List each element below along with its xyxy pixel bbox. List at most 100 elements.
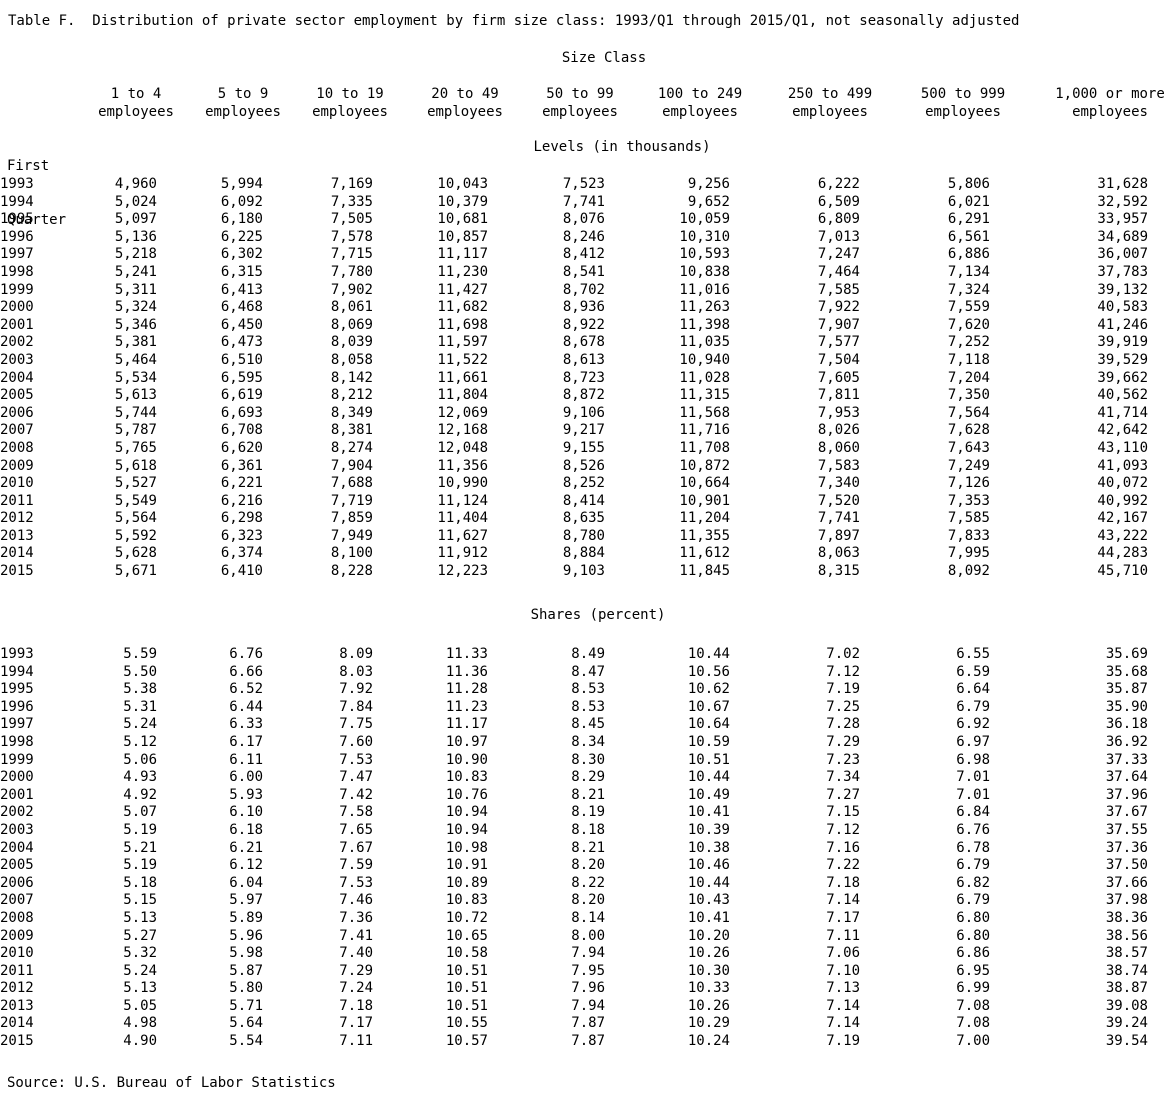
value-cell: 37.66 [1105, 874, 1148, 891]
value-cell: 10.51 [687, 751, 730, 768]
value-cell: 38.57 [1105, 945, 1148, 962]
value-cell: 8.18 [571, 821, 605, 838]
value-cell: 7.84 [339, 698, 373, 715]
value-cell: 11,355 [679, 527, 730, 544]
value-cell: 6,216 [220, 492, 263, 509]
size-range-label: 1 to 4 [110, 86, 162, 102]
value-cell: 7.18 [826, 874, 860, 891]
value-cell: 8,936 [562, 299, 605, 316]
source-note: Source: U.S. Bureau of Labor Statistics [7, 1075, 336, 1091]
year-cell: 2013 [0, 527, 34, 544]
value-cell: 10.94 [445, 821, 488, 838]
value-cell: 6,561 [947, 228, 990, 245]
value-cell: 5.64 [229, 1015, 263, 1032]
value-cell: 7.94 [571, 997, 605, 1014]
value-cell: 45,710 [1097, 563, 1148, 580]
value-cell: 10.24 [687, 1033, 730, 1050]
value-cell: 7,922 [817, 299, 860, 316]
value-cell: 8,541 [562, 263, 605, 280]
value-cell: 10.56 [687, 663, 730, 680]
first-label: First [7, 158, 50, 174]
value-cell: 10.41 [687, 909, 730, 926]
value-cell: 6,595 [220, 369, 263, 386]
value-cell: 4,960 [114, 176, 157, 192]
value-cell: 8.34 [571, 733, 605, 750]
value-cell: 10.97 [445, 733, 488, 750]
value-cell: 8,922 [562, 316, 605, 333]
levels-section-label: Levels (in thousands) [533, 139, 711, 155]
value-cell: 10.58 [445, 945, 488, 962]
value-cell: 5,136 [114, 228, 157, 245]
value-cell: 10.94 [445, 804, 488, 821]
value-cell: 10,872 [679, 457, 730, 474]
value-cell: 10.26 [687, 997, 730, 1014]
value-cell: 7,350 [947, 387, 990, 404]
value-cell: 7,995 [947, 545, 990, 562]
table-row: 1994 5.50 6.66 8.03 11.36 8.47 10.56 7.12 6.59 35… [0, 664, 1148, 682]
year-cell: 2005 [0, 387, 34, 404]
value-cell: 10,379 [437, 193, 488, 210]
table-row: 2008 5.13 5.89 7.36 10.72 8.14 10.41 7.17 6.80 38… [0, 910, 1148, 928]
table-row: 2007 5.15 5.97 7.46 10.83 8.20 10.43 7.14 6.79 37… [0, 892, 1148, 910]
year-cell: 2015 [0, 1033, 34, 1050]
value-cell: 5.98 [229, 945, 263, 962]
value-cell: 8,274 [330, 439, 373, 456]
value-cell: 10.46 [687, 857, 730, 874]
value-cell: 5.31 [123, 698, 157, 715]
value-cell: 7.25 [826, 698, 860, 715]
value-cell: 6,809 [817, 211, 860, 228]
value-cell: 10.51 [445, 997, 488, 1014]
value-cell: 7,585 [817, 281, 860, 298]
table-row: 2010 5.32 5.98 7.40 10.58 7.94 10.26 7.06 6.86 38… [0, 945, 1148, 963]
year-cell: 1996 [0, 698, 34, 715]
table-row: 2015 5,671 6,410 8,228 12,223 9,103 11,845 8,31… [0, 563, 1148, 581]
value-cell: 7,335 [330, 193, 373, 210]
table-row: 2009 5,618 6,361 7,904 11,356 8,526 10,872 7,58… [0, 458, 1148, 476]
value-cell: 40,992 [1097, 492, 1148, 509]
value-cell: 38.56 [1105, 927, 1148, 944]
employees-label: employees [427, 104, 503, 120]
value-cell: 10.72 [445, 909, 488, 926]
value-cell: 37.50 [1105, 857, 1148, 874]
table-row: 2003 5.19 6.18 7.65 10.94 8.18 10.39 7.12 6.76 37… [0, 822, 1148, 840]
value-cell: 8.53 [571, 681, 605, 698]
year-cell: 2001 [0, 786, 34, 803]
value-cell: 41,714 [1097, 404, 1148, 421]
value-cell: 7,126 [947, 475, 990, 492]
value-cell: 11,427 [437, 281, 488, 298]
value-cell: 10.29 [687, 1015, 730, 1032]
value-cell: 7.08 [956, 997, 990, 1014]
table-row: 2014 4.98 5.64 7.17 10.55 7.87 10.29 7.14 7.08 39… [0, 1015, 1148, 1033]
value-cell: 5,218 [114, 246, 157, 263]
value-cell: 6.10 [229, 804, 263, 821]
table-row: 2012 5.13 5.80 7.24 10.51 7.96 10.33 7.13 6.99 38… [0, 980, 1148, 998]
value-cell: 4.92 [123, 786, 157, 803]
column-header-1-to-4: 1 to 4 employees [98, 85, 174, 121]
value-cell: 7,741 [562, 193, 605, 210]
value-cell: 7.96 [571, 980, 605, 997]
value-cell: 39.54 [1105, 1033, 1148, 1050]
value-cell: 6,886 [947, 246, 990, 263]
value-cell: 37.64 [1105, 769, 1148, 786]
value-cell: 40,562 [1097, 387, 1148, 404]
value-cell: 5.07 [123, 804, 157, 821]
value-cell: 8,349 [330, 404, 373, 421]
value-cell: 41,246 [1097, 316, 1148, 333]
value-cell: 10.90 [445, 751, 488, 768]
value-cell: 6,410 [220, 563, 263, 580]
value-cell: 7.16 [826, 839, 860, 856]
year-cell: 2008 [0, 909, 34, 926]
value-cell: 8,315 [817, 563, 860, 580]
value-cell: 40,072 [1097, 475, 1148, 492]
year-cell: 1997 [0, 716, 34, 733]
value-cell: 6.66 [229, 663, 263, 680]
value-cell: 10.39 [687, 821, 730, 838]
value-cell: 7,559 [947, 299, 990, 316]
value-cell: 10.51 [445, 980, 488, 997]
value-cell: 5.12 [123, 733, 157, 750]
value-cell: 7,353 [947, 492, 990, 509]
value-cell: 11.36 [445, 663, 488, 680]
value-cell: 38.87 [1105, 980, 1148, 997]
value-cell: 9,106 [562, 404, 605, 421]
value-cell: 7,780 [330, 263, 373, 280]
